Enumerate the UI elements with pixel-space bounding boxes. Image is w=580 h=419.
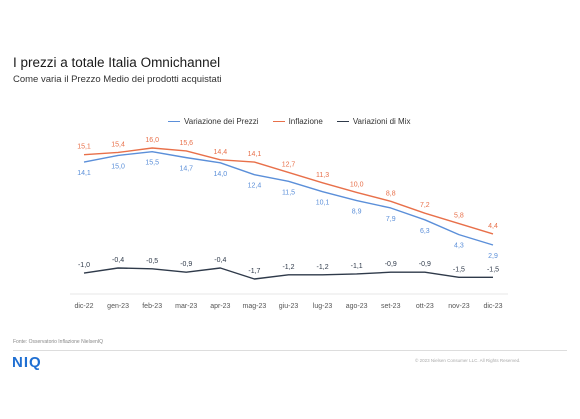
data-label: -0,4	[214, 257, 226, 264]
x-tick-label: mar-23	[175, 303, 197, 310]
legend-swatch-prezzi	[168, 120, 180, 122]
data-label: 7,9	[386, 216, 396, 223]
data-label: 15,6	[179, 140, 193, 147]
copyright-note: © 2023 Nielsen Consumer LLC. All Rights …	[415, 358, 521, 363]
x-tick-label: ago-23	[346, 303, 368, 310]
page-subtitle: Come varia il Prezzo Medio dei prodotti …	[13, 74, 222, 85]
data-label: -0,9	[180, 261, 192, 268]
data-label: -1,2	[317, 264, 329, 271]
footer-divider	[13, 350, 567, 351]
data-label: -1,1	[351, 263, 363, 270]
data-label: -1,5	[487, 266, 499, 273]
data-label: 10,0	[350, 181, 364, 188]
data-label: 11,3	[316, 172, 329, 179]
data-label: 11,5	[282, 189, 295, 196]
legend-swatch-inflazione	[272, 120, 285, 122]
data-label: 14,1	[77, 170, 91, 177]
data-label: 14,7	[179, 166, 193, 173]
data-label: 15,1	[77, 144, 91, 151]
source-note: Fonte: Osservatorio Inflazione NielsenIQ	[13, 339, 104, 345]
x-tick-label: gen-23	[107, 303, 129, 310]
legend-label-mix: Variazioni di Mix	[352, 116, 411, 126]
data-label: 14,1	[248, 151, 262, 158]
data-label: -0,4	[112, 257, 124, 264]
page-title: I prezzi a totale Italia Omnichannel	[13, 55, 221, 70]
x-tick-label: dic-22	[74, 303, 93, 310]
x-tick-label: mag-23	[243, 303, 267, 310]
data-label: 8,9	[352, 209, 362, 216]
x-tick-label: nov-23	[448, 303, 470, 310]
series-line-2	[83, 267, 493, 280]
legend-item-prezzi: Variazione dei Prezzi	[168, 115, 259, 127]
x-tick-label: giu-23	[279, 303, 299, 310]
data-label: 14,0	[214, 171, 228, 178]
series-line-0	[83, 151, 494, 246]
data-label: 5,8	[454, 213, 464, 220]
x-tick-label: set-23	[381, 303, 401, 310]
data-label: 14,4	[214, 149, 228, 156]
data-label: 12,4	[248, 183, 262, 190]
legend-item-mix: Variazioni di Mix	[336, 115, 411, 127]
data-label: 8,8	[386, 190, 396, 197]
x-tick-label: ott-23	[416, 303, 434, 310]
legend-swatch-mix	[336, 120, 349, 122]
data-label: -1,0	[78, 262, 90, 269]
niq-logo: NIQ	[12, 354, 42, 371]
data-label: 10,1	[316, 200, 330, 207]
data-label: 15,4	[111, 141, 125, 148]
x-tick-label: dic-23	[483, 303, 502, 310]
data-label: 6,3	[420, 228, 430, 235]
data-label: 2,9	[488, 253, 498, 260]
data-label: -1,7	[248, 268, 260, 275]
data-label: -1,2	[282, 264, 294, 271]
data-label: 15,0	[111, 163, 125, 170]
legend-label-inflazione: Inflazione	[288, 116, 323, 126]
data-label: -1,5	[453, 266, 465, 273]
x-tick-label: feb-23	[142, 303, 162, 310]
data-label: 16,0	[145, 137, 159, 144]
data-label: 15,5	[145, 160, 159, 167]
data-label: 4,3	[454, 243, 464, 250]
legend-label-prezzi: Variazione dei Prezzi	[184, 116, 259, 126]
data-label: 4,4	[488, 223, 498, 230]
data-label: -0,5	[146, 258, 158, 265]
data-label: 12,7	[282, 161, 296, 168]
data-label: 7,2	[420, 202, 430, 209]
data-label: -0,9	[385, 261, 397, 268]
chart-legend: Variazione dei Prezzi Inflazione Variazi…	[168, 115, 410, 127]
series-line-1	[83, 147, 494, 235]
x-tick-label: lug-23	[313, 303, 333, 310]
data-label: -0,9	[419, 261, 431, 268]
x-tick-label: apr-23	[210, 303, 230, 310]
legend-item-inflazione: Inflazione	[272, 115, 323, 127]
